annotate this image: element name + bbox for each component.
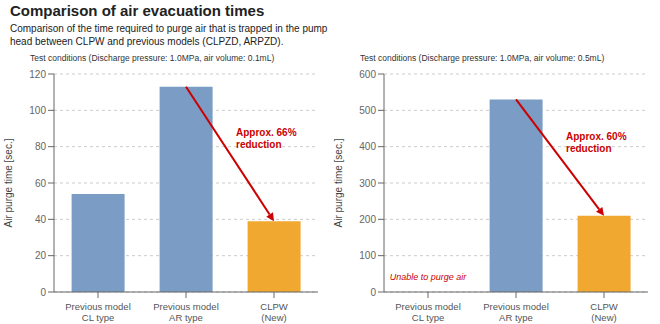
svg-text:100: 100 [359,250,376,261]
svg-text:500: 500 [359,105,376,116]
svg-text:600: 600 [359,69,376,80]
svg-text:120: 120 [29,69,46,80]
svg-text:Previous modelAR type: Previous modelAR type [483,301,548,323]
html-text:Test conditions (Discharge pre: Test conditions (Discharge pressure: 1.0… [360,53,605,63]
html-text:Comparison of the time require: Comparison of the time required to purge… [10,23,328,34]
svg-text:0: 0 [40,287,46,298]
svg-text:Approx. 66%reduction: Approx. 66%reduction [236,127,297,150]
svg-text:Approx. 60%reduction: Approx. 60%reduction [566,131,627,154]
svg-text:0: 0 [370,287,376,298]
svg-text:300: 300 [359,178,376,189]
svg-text:60: 60 [35,178,47,189]
svg-text:Previous modelCL type: Previous modelCL type [65,301,130,323]
html-text:head between CLPW and previous: head between CLPW and previous models (C… [10,36,284,47]
svg-text:40: 40 [35,214,47,225]
svg-text:80: 80 [35,141,47,152]
svg-text:Unable to purge air: Unable to purge air [390,272,468,282]
svg-text:Air purge time [sec.]: Air purge time [sec.] [8,138,14,227]
svg-text:Air purge time [sec.]: Air purge time [sec.] [333,138,344,227]
svg-text:20: 20 [35,250,47,261]
svg-text:Previous modelCL type: Previous modelCL type [395,301,460,323]
svg-text:CLPW(New): CLPW(New) [590,301,617,323]
svg-text:200: 200 [359,214,376,225]
html-text:Test conditions (Discharge pre: Test conditions (Discharge pressure: 1.0… [30,53,275,63]
svg-text:100: 100 [29,105,46,116]
html-text:Comparison of air evacuation t: Comparison of air evacuation times [10,2,265,19]
svg-text:400: 400 [359,141,376,152]
svg-text:Previous modelAR type: Previous modelAR type [153,301,218,323]
svg-text:CLPW(New): CLPW(New) [260,301,287,323]
